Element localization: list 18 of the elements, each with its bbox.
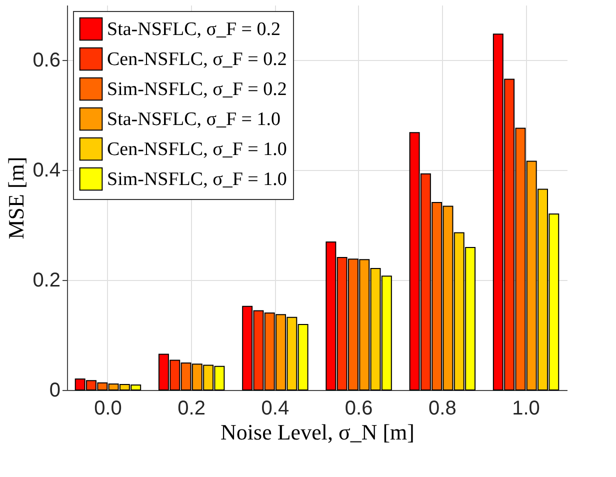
y-axis-title: MSE [m]	[4, 156, 29, 240]
legend-label: Sim-NSFLC, σ_F = 1.0	[107, 169, 287, 190]
x-axis-title: Noise Level, σ_N [m]	[220, 420, 414, 444]
x-tick-label: 0.4	[261, 398, 290, 420]
legend-label: Cen-NSFLC, σ_F = 1.0	[107, 139, 287, 160]
y-tick-label: 0.6	[32, 50, 60, 72]
legend-label: Sim-NSFLC, σ_F = 0.2	[107, 79, 287, 100]
y-tick-label: 0.2	[32, 270, 60, 292]
x-tick-label: 1.0	[512, 398, 540, 420]
legend-label: Sta-NSFLC, σ_F = 1.0	[107, 109, 281, 130]
y-tick-label: 0	[49, 380, 60, 402]
x-tick-label: 0.8	[428, 398, 456, 420]
x-tick-label: 0.6	[344, 398, 373, 420]
x-tick-label: 0.2	[178, 398, 206, 420]
y-tick-label: 0.4	[32, 160, 60, 182]
x-tick-label: 0.0	[94, 398, 122, 420]
legend-label: Cen-NSFLC, σ_F = 0.2	[107, 49, 287, 70]
legend-label: Sta-NSFLC, σ_F = 0.2	[107, 19, 281, 40]
